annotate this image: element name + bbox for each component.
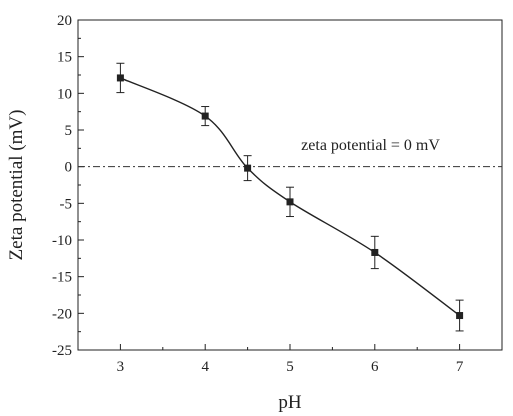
y-tick-label: -5 bbox=[60, 196, 73, 212]
data-point bbox=[116, 74, 124, 82]
plot-border bbox=[77, 19, 503, 351]
x-tick-label: 4 bbox=[201, 359, 209, 375]
y-tick-label: -25 bbox=[52, 343, 72, 359]
y-tick-label: -10 bbox=[52, 233, 72, 249]
data-point bbox=[244, 164, 252, 172]
data-point bbox=[286, 198, 294, 206]
y-tick-label: 20 bbox=[57, 13, 72, 29]
plot-frame bbox=[77, 19, 503, 351]
x-tick-label: 6 bbox=[371, 359, 379, 375]
annotations: zeta potential = 0 mV bbox=[301, 137, 440, 154]
zero-line-annotation: zeta potential = 0 mV bbox=[301, 137, 440, 154]
y-tick-label: 15 bbox=[57, 50, 72, 66]
x-tick-label: 7 bbox=[456, 359, 464, 375]
y-tick-label: 0 bbox=[65, 160, 73, 176]
data-series bbox=[116, 62, 464, 332]
y-tick-label: 10 bbox=[57, 86, 72, 102]
y-tick-label: -20 bbox=[52, 306, 72, 322]
data-point bbox=[456, 312, 464, 320]
x-tick-label: 3 bbox=[117, 359, 125, 375]
y-tick-label: -15 bbox=[52, 270, 72, 286]
x-axis: 3 4 5 6 7 bbox=[117, 344, 464, 375]
data-point bbox=[201, 112, 209, 120]
series-line bbox=[120, 77, 461, 317]
y-axis: 20 15 10 5 0 -5 -10 -15 -20 -25 bbox=[52, 13, 84, 359]
y-axis-title: Zeta potential (mV) bbox=[6, 110, 27, 261]
y-tick-label: 5 bbox=[65, 123, 73, 139]
x-axis-title: pH bbox=[278, 392, 302, 413]
x-tick-label: 5 bbox=[286, 359, 294, 375]
data-point bbox=[371, 248, 379, 256]
